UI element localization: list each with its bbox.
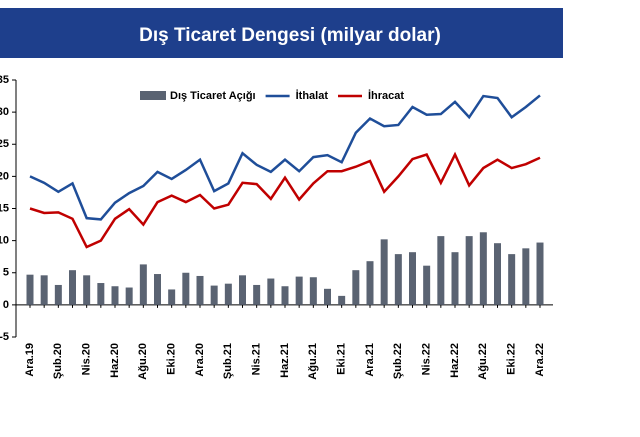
x-tick-label: Şub.21 [222, 343, 234, 379]
bar [267, 278, 275, 305]
bar [54, 284, 62, 305]
bar [536, 242, 544, 305]
bar [324, 288, 331, 305]
bar [281, 286, 289, 305]
y-tick-label: 15 [0, 202, 9, 214]
bar [380, 239, 388, 305]
bar [465, 236, 473, 305]
y-tick-label: 30 [0, 106, 9, 118]
bar [69, 270, 76, 305]
bar [437, 236, 445, 305]
bar [97, 283, 105, 305]
bar [494, 243, 501, 305]
y-tick-label: 20 [0, 170, 9, 182]
x-tick-label: Ağu.20 [137, 343, 149, 380]
title-banner [0, 8, 563, 58]
x-tick-label: Haz.20 [109, 343, 121, 378]
bar [479, 232, 487, 305]
x-tick-label: Şub.22 [392, 343, 404, 379]
bar [125, 287, 133, 305]
legend-label: İthalat [296, 89, 329, 102]
x-tick-label: Nis.21 [251, 343, 263, 375]
bar [253, 284, 261, 305]
x-tick-label: Ara.22 [534, 343, 546, 377]
y-tick-label: 10 [0, 235, 9, 247]
bar [366, 261, 374, 305]
x-tick-label: Haz.21 [279, 343, 291, 378]
x-tick-label: Ağu.22 [477, 343, 489, 380]
line [29, 151, 541, 249]
x-tick-label: Eki.21 [336, 343, 348, 375]
bar [309, 277, 317, 305]
bar [295, 276, 303, 305]
x-tick-label: Ara.19 [24, 343, 36, 377]
bar [111, 286, 119, 305]
bar [40, 275, 48, 305]
y-tick-label: -5 [0, 331, 9, 343]
x-tick-label: Haz.22 [449, 343, 461, 378]
x-tick-label: Nis.22 [421, 343, 433, 375]
bar [168, 289, 176, 305]
bar [182, 272, 190, 305]
y-tick-label: 5 [3, 267, 9, 279]
bar [26, 274, 34, 305]
bar [239, 275, 246, 305]
y-tick-label: 35 [0, 74, 9, 86]
y-tick-label: 25 [0, 138, 9, 150]
line [29, 94, 541, 221]
bar [196, 275, 204, 305]
y-tick-label: 0 [3, 299, 9, 311]
legend-label: Dış Ticaret Açığı [170, 90, 256, 102]
bar [508, 254, 516, 305]
x-tick-label: Eki.22 [506, 343, 518, 375]
bar [210, 285, 218, 305]
legend-label: İhracat [368, 89, 404, 102]
x-tick-label: Nis.20 [81, 343, 93, 375]
chart-title: Dış Ticaret Dengesi (milyar dolar) [139, 25, 441, 46]
bar [83, 275, 91, 305]
bar [522, 248, 530, 305]
x-tick-label: Şub.20 [52, 343, 64, 379]
bar [394, 254, 402, 305]
bar [224, 283, 232, 305]
bar [154, 274, 161, 305]
x-tick-label: Eki.20 [166, 343, 178, 375]
x-tick-label: Ara.21 [364, 343, 376, 377]
bar [139, 264, 147, 305]
bar [352, 270, 360, 305]
x-tick-label: Ağu.21 [307, 343, 319, 380]
x-tick-label: Ara.20 [194, 343, 206, 377]
legend-swatch [140, 91, 166, 100]
bar [423, 265, 431, 305]
bar [409, 252, 416, 305]
bar [451, 252, 459, 305]
bar [338, 295, 346, 305]
